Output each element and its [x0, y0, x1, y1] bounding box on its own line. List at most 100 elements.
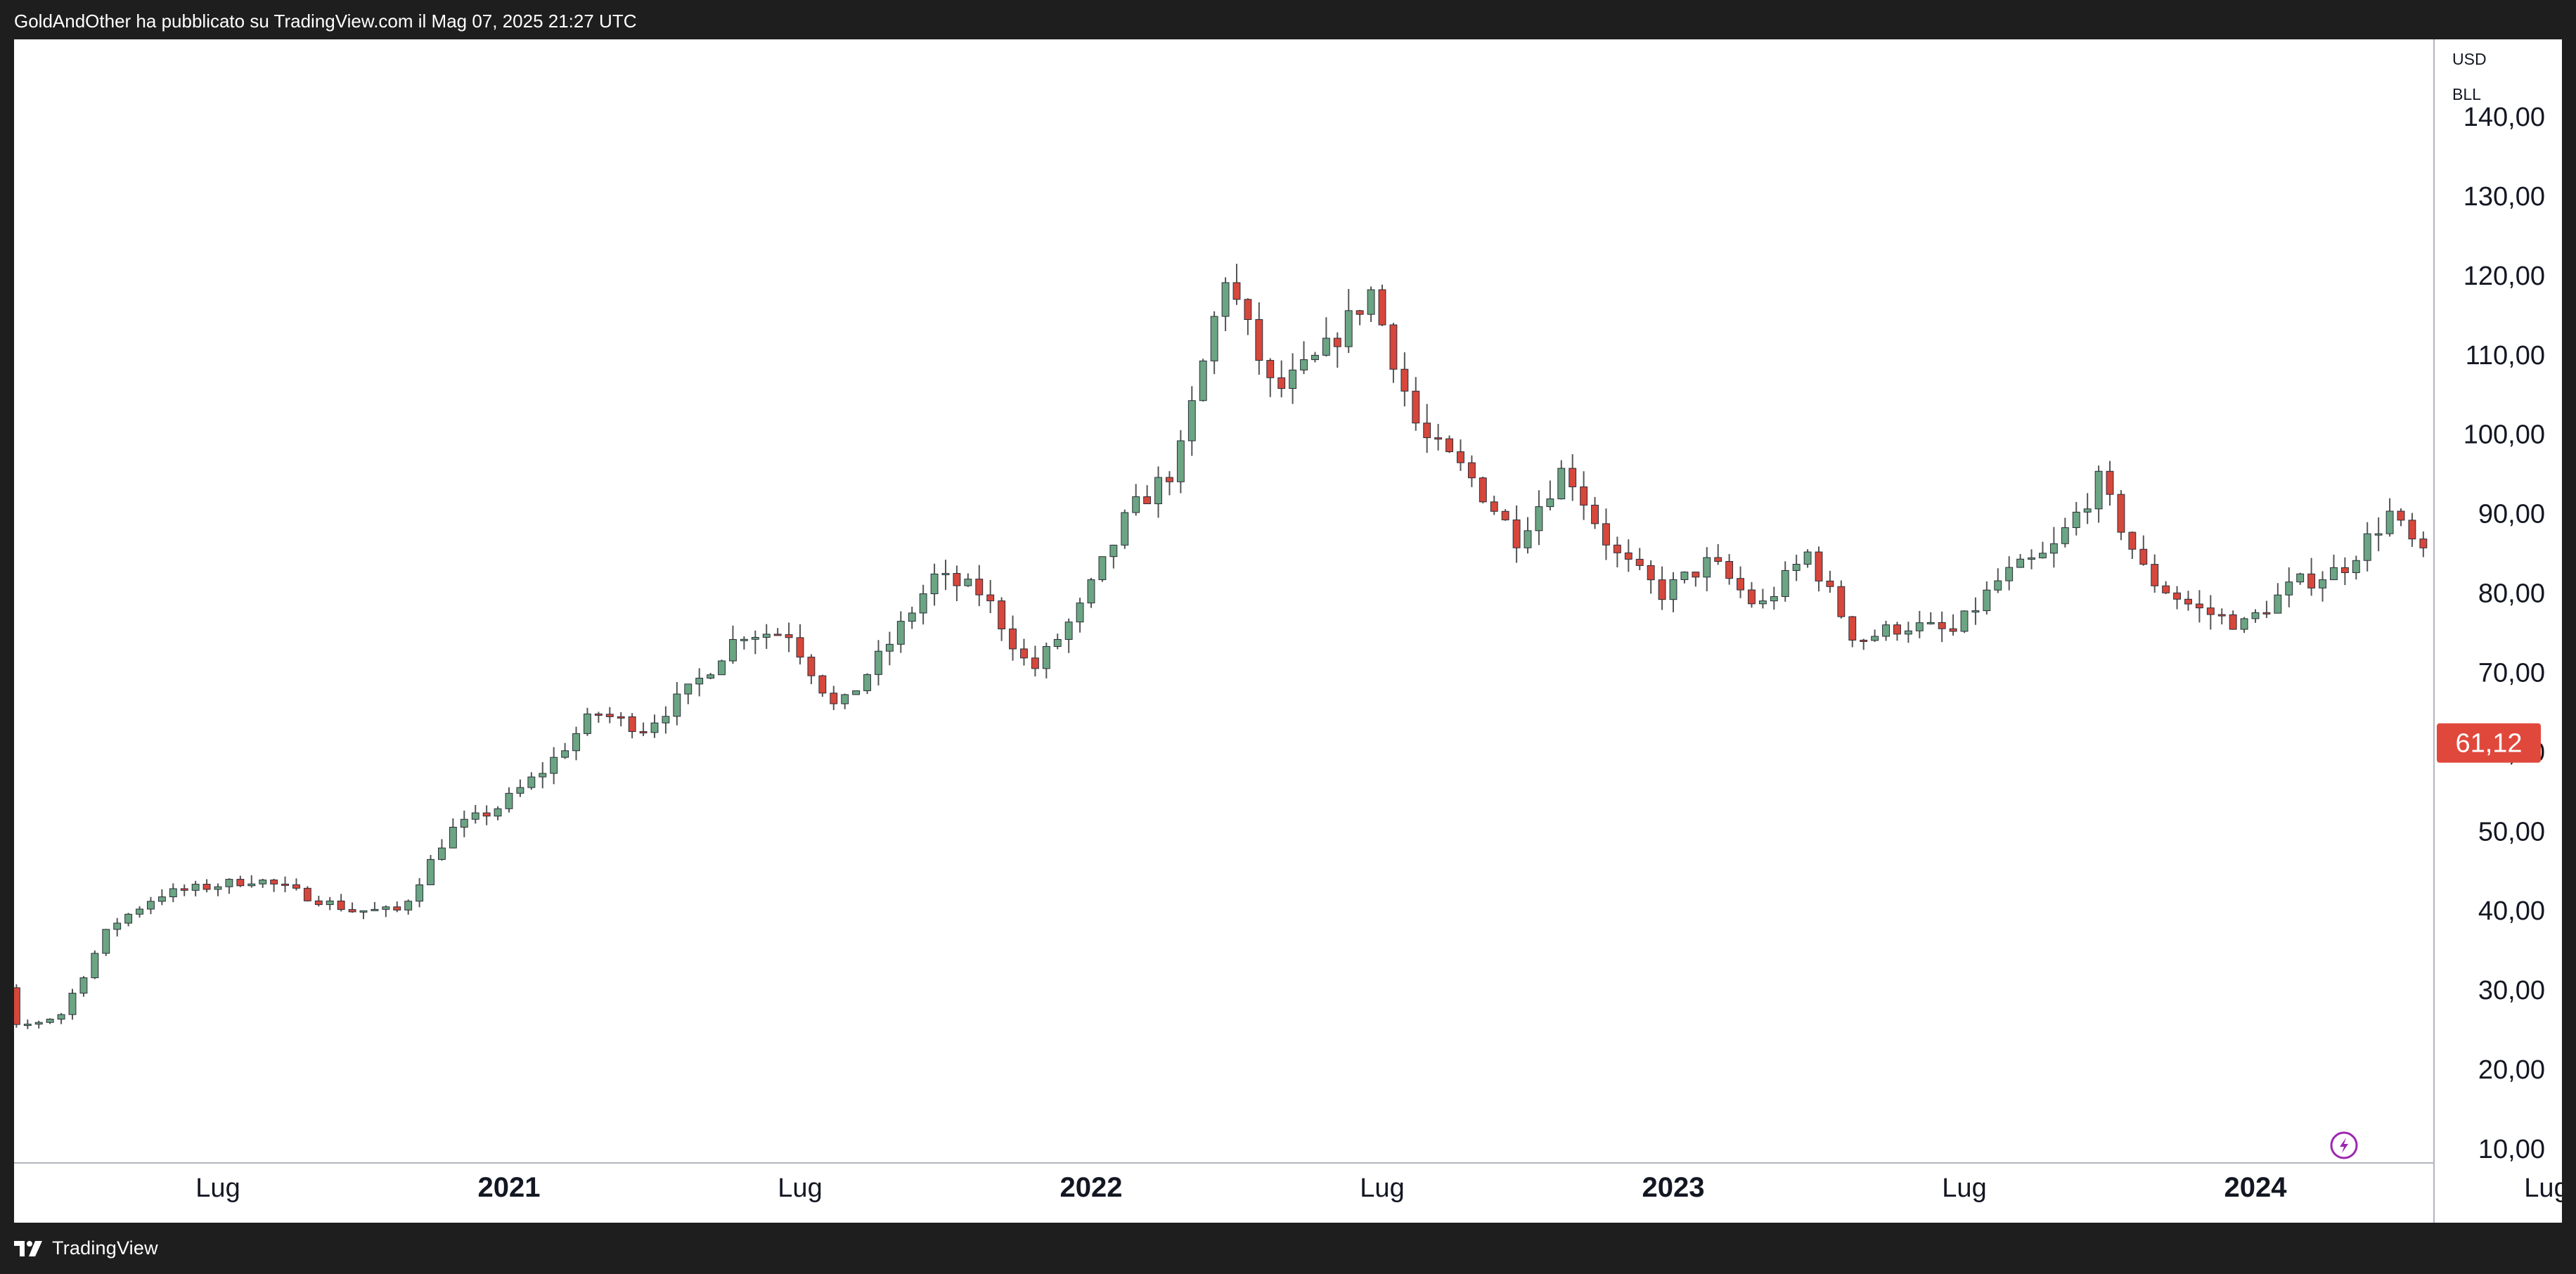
candle-up — [1971, 610, 1980, 613]
candle-up — [79, 977, 88, 994]
candle-up — [1322, 337, 1330, 356]
candle-down — [1266, 360, 1275, 378]
candle-up — [684, 683, 693, 695]
candle-up — [673, 693, 681, 717]
candle-up — [2330, 567, 2338, 581]
candle-down — [1815, 551, 1823, 581]
candle-up — [875, 650, 882, 675]
candle-down — [1389, 324, 1398, 370]
candle-down — [1635, 558, 1644, 566]
candle-up — [527, 776, 536, 788]
candle-down — [1244, 299, 1252, 320]
candle-down — [1591, 504, 1599, 525]
candle-up — [157, 896, 166, 902]
candle-up — [516, 787, 524, 794]
candle-up — [416, 884, 424, 902]
x-tick-label: Lug — [778, 1173, 822, 1203]
footer-brand: TradingView — [52, 1237, 158, 1259]
candle-down — [1569, 468, 1577, 487]
candle-up — [326, 900, 334, 906]
candle-up — [1557, 468, 1566, 500]
candle-down — [1355, 310, 1364, 315]
candle-down — [1378, 289, 1386, 326]
candle-up — [23, 1024, 32, 1027]
price-scale-mask — [2435, 39, 2562, 1223]
y-tick-label: 130,00 — [2464, 182, 2545, 212]
candle-up — [650, 722, 659, 733]
candlestick-chart[interactable]: 140,00 130,00 120,00 110,00 100,00 90,00 80,00… — [12, 39, 2569, 1223]
candle-up — [2094, 470, 2103, 510]
candle-up — [1042, 645, 1050, 669]
candle-down — [796, 637, 804, 658]
candle-down — [202, 884, 211, 890]
candle-down — [2262, 612, 2271, 615]
candle-up — [382, 906, 390, 910]
candle-up — [2016, 558, 2025, 568]
candle-up — [1546, 498, 1554, 508]
last-price-label: 61,12 — [2455, 729, 2522, 759]
candle-up — [1758, 600, 1767, 605]
candle-down — [818, 675, 827, 694]
candle-down — [1658, 579, 1666, 600]
candle-down — [337, 900, 345, 911]
candle-up — [1087, 579, 1095, 604]
candle-up — [1289, 369, 1297, 390]
candle-up — [2374, 533, 2383, 536]
candle-down — [2184, 598, 2192, 605]
candle-down — [236, 879, 245, 887]
candle-down — [2128, 532, 2137, 550]
candle-up — [1535, 506, 1543, 532]
x-tick-label: Lug — [1942, 1173, 1986, 1203]
x-tick-label: Lug — [1360, 1173, 1404, 1203]
candle-up — [1098, 556, 1107, 581]
x-tick-label: Lug — [2524, 1173, 2562, 1203]
candle-up — [247, 883, 256, 887]
candle-up — [494, 808, 502, 817]
candle-up — [371, 908, 379, 911]
candle-up — [169, 888, 177, 898]
candle-down — [1737, 578, 1744, 591]
candle-up — [740, 638, 748, 641]
candle-up — [2363, 533, 2371, 561]
candle-down — [1412, 390, 1420, 424]
candle-up — [550, 757, 558, 774]
candle-down — [785, 634, 793, 638]
candle-down — [1434, 437, 1443, 440]
candle-up — [2296, 573, 2305, 583]
candle-up — [136, 908, 143, 915]
candle-up — [191, 884, 200, 891]
candle-up — [2274, 594, 2282, 614]
candle-down — [1255, 318, 1263, 361]
candle-up — [2072, 511, 2080, 528]
candle-down — [998, 600, 1006, 630]
x-tick-label: 2024 — [2224, 1172, 2288, 1203]
candle-down — [1860, 639, 1868, 642]
lightning-icon[interactable] — [2330, 1131, 2358, 1159]
candle-up — [438, 847, 446, 860]
y-tick-label: 90,00 — [2478, 500, 2545, 529]
candle-down — [1501, 510, 1509, 520]
candle-up — [147, 901, 155, 910]
candle-up — [1176, 440, 1185, 482]
y-tick-label: 50,00 — [2478, 817, 2545, 847]
candle-down — [1826, 580, 1834, 587]
publish-info: GoldAndOther ha pubblicato su TradingVie… — [14, 11, 637, 32]
candle-up — [1344, 310, 1353, 347]
candle-up — [1983, 589, 1991, 612]
candle-down — [2217, 614, 2226, 617]
candle-down — [1848, 616, 1857, 641]
candle-down — [2408, 520, 2416, 540]
candle-up — [1187, 400, 1196, 442]
candle-up — [707, 674, 715, 679]
candle-up — [1803, 551, 1812, 565]
y-tick-label: 110,00 — [2466, 341, 2545, 371]
candle-up — [2083, 508, 2092, 513]
chart-panel[interactable]: 140,00 130,00 120,00 110,00 100,00 90,00 80,00… — [12, 39, 2569, 1223]
candle-down — [1748, 589, 1756, 605]
candle-down — [314, 900, 323, 906]
candle-up — [1792, 563, 1801, 571]
candle-up — [852, 690, 861, 695]
candle-down — [1949, 628, 1957, 632]
candle-down — [1020, 648, 1028, 659]
candle-down — [1457, 451, 1464, 463]
